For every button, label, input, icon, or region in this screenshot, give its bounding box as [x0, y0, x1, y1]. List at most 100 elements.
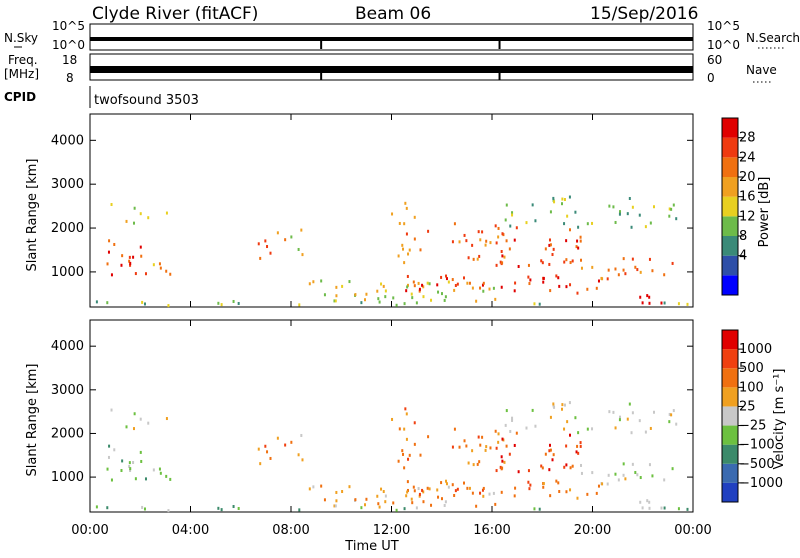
- nsearch-tick-low: 10^0: [707, 38, 740, 52]
- power-cell: [639, 295, 642, 299]
- power-cell: [451, 240, 454, 244]
- power-cell: [128, 259, 131, 263]
- velocity-cell: [440, 481, 443, 485]
- velocity-cell: [511, 418, 514, 422]
- power-cell: [125, 219, 128, 223]
- velocity-cell: [128, 461, 131, 465]
- velocity-cell: [472, 463, 475, 467]
- velocity-cell: [626, 417, 629, 421]
- power-cell: [108, 239, 111, 243]
- power-cell: [529, 278, 532, 282]
- ytick-label-1: 3000: [51, 177, 84, 192]
- power-cell: [558, 284, 561, 288]
- velocity-cell: [354, 498, 357, 502]
- colorbar-label-1: 500: [739, 361, 764, 376]
- power-yticks: 4000 3000 2000 1000: [51, 133, 693, 280]
- colorbar-swatch-2: [722, 236, 738, 256]
- colorbar-label-7: −1000: [739, 476, 783, 491]
- velocity-cell: [120, 469, 123, 473]
- power-cell: [365, 292, 368, 296]
- velocity-cell: [494, 502, 497, 506]
- power-cell: [134, 272, 137, 276]
- velocity-cell: [574, 416, 577, 420]
- velocity-cell: [607, 473, 610, 477]
- velocity-cell: [465, 444, 468, 448]
- power-cell: [453, 288, 456, 292]
- power-cell: [504, 218, 507, 222]
- velocity-cell: [565, 490, 568, 494]
- velocity-cell: [110, 408, 113, 412]
- velocity-cell: [668, 420, 671, 424]
- power-cell: [565, 285, 568, 289]
- power-cell: [579, 239, 582, 243]
- power-cell: [686, 302, 689, 306]
- velocity-cell: [106, 467, 109, 471]
- velocity-cell: [528, 487, 531, 491]
- velocity-cell: [619, 415, 622, 419]
- velocity-cell: [348, 485, 351, 489]
- nave-label: Nave: [746, 63, 777, 77]
- nave-tick-low: 0: [707, 71, 715, 85]
- power-cell: [471, 286, 474, 290]
- velocity-cell: [413, 489, 416, 493]
- power-cell: [555, 274, 558, 278]
- velocity-cell: [365, 497, 368, 501]
- velocity-cell: [276, 436, 279, 440]
- power-cell: [648, 301, 651, 305]
- power-cell: [158, 262, 161, 266]
- power-cell: [660, 301, 663, 305]
- velocity-cell: [284, 443, 287, 447]
- time-tick-label-1: 04:00: [172, 523, 209, 538]
- power-cell: [508, 247, 511, 251]
- power-cell: [217, 301, 220, 305]
- velocity-cell: [320, 484, 323, 488]
- power-cell: [397, 254, 400, 258]
- velocity-cell: [505, 409, 508, 413]
- velocity-cell: [453, 427, 456, 431]
- velocity-cell: [479, 443, 482, 447]
- power-cell: [364, 298, 367, 302]
- power-cell: [139, 245, 142, 249]
- velocity-cell: [300, 433, 303, 437]
- power-cell: [544, 247, 547, 251]
- velocity-cell: [648, 506, 651, 510]
- velocity-cell: [552, 453, 555, 457]
- power-cell: [167, 304, 170, 308]
- power-cell: [557, 276, 560, 280]
- velocity-cell: [552, 402, 555, 406]
- power-cell: [395, 303, 398, 307]
- power-cell: [591, 221, 594, 225]
- velocity-cell: [569, 466, 572, 470]
- ytick-label-2: 2000: [51, 221, 84, 236]
- colorbar-swatch-1: [722, 255, 738, 276]
- power-cell: [482, 281, 485, 285]
- freq-tick-high: 18: [62, 53, 77, 67]
- velocity-cell: [413, 421, 416, 425]
- velocity-cell: [403, 507, 406, 511]
- power-cell: [462, 276, 465, 280]
- velocity-cell: [568, 433, 571, 437]
- power-cell: [542, 280, 545, 284]
- colorbar-swatch-2: [722, 444, 738, 464]
- power-cell: [348, 280, 351, 284]
- power-cell: [548, 243, 551, 247]
- velocity-cell: [576, 444, 579, 448]
- power-cell: [405, 289, 408, 293]
- velocity-cell: [419, 453, 422, 457]
- power-cell: [565, 239, 568, 243]
- power-cell: [334, 299, 337, 303]
- power-cell: [630, 225, 633, 229]
- velocity-cell: [671, 467, 674, 471]
- power-cell: [580, 258, 583, 262]
- velocity-cell: [165, 417, 168, 421]
- power-cell: [509, 224, 512, 228]
- power-cell: [440, 292, 443, 296]
- power-cell: [494, 224, 497, 228]
- power-cell: [391, 212, 394, 216]
- power-cell: [644, 225, 647, 229]
- velocity-cell: [576, 496, 579, 500]
- velocity-cell: [364, 503, 367, 507]
- station-title: Clyde River (fitACF): [92, 4, 258, 24]
- power-cell: [477, 230, 480, 234]
- power-cell: [301, 253, 304, 257]
